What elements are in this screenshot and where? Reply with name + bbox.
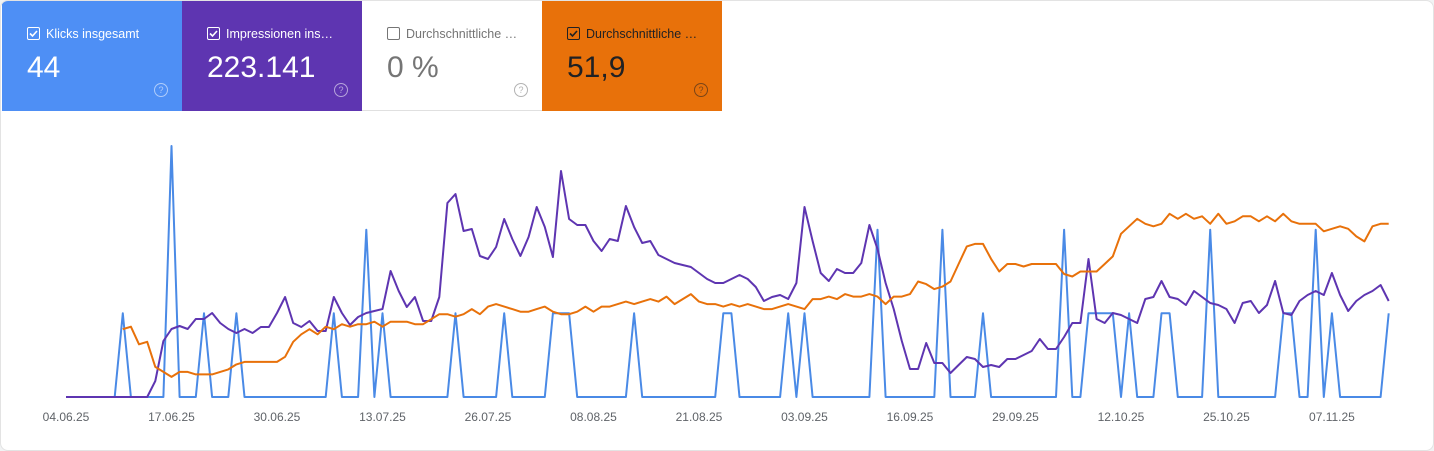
- x-tick-label: 21.08.25: [676, 410, 723, 424]
- check-mark: [29, 30, 38, 38]
- card-label: Klicks insgesamt: [46, 27, 140, 41]
- check-path: [209, 30, 218, 38]
- x-tick-label: 30.06.25: [254, 410, 301, 424]
- help-icon[interactable]: ?: [694, 83, 708, 97]
- series-line: [66, 170, 1390, 398]
- x-tick-label: 03.09.25: [781, 410, 828, 424]
- x-tick-label: 26.07.25: [465, 410, 512, 424]
- x-tick-label: 04.06.25: [43, 410, 90, 424]
- x-tick-label: 12.10.25: [1098, 410, 1145, 424]
- x-tick-label: 25.10.25: [1203, 410, 1250, 424]
- metric-card[interactable]: Durchschnittliche … 51,9?: [542, 1, 722, 111]
- card-label: Durchschnittliche …: [586, 27, 698, 41]
- checkbox[interactable]: [27, 27, 40, 40]
- help-icon[interactable]: ?: [154, 83, 168, 97]
- x-tick-label: 07.11.25: [1309, 410, 1355, 424]
- help-icon[interactable]: ?: [334, 83, 348, 97]
- x-tick-label: 13.07.25: [359, 410, 406, 424]
- check-path: [569, 30, 578, 38]
- x-tick-label: 08.08.25: [570, 410, 617, 424]
- x-tick-label: 29.09.25: [992, 410, 1039, 424]
- card-label: Durchschnittliche …: [406, 27, 518, 41]
- metric-card[interactable]: Impressionen ins… 223.141?: [182, 1, 362, 111]
- series-line: [66, 145, 1390, 398]
- checkbox[interactable]: [207, 27, 220, 40]
- checkbox[interactable]: [567, 27, 580, 40]
- check-mark: [209, 30, 218, 38]
- x-tick-label: 16.09.25: [887, 410, 934, 424]
- help-icon[interactable]: ?: [514, 83, 528, 97]
- card-value: 51,9: [567, 51, 626, 84]
- series-line: [122, 212, 1389, 378]
- checkbox[interactable]: [387, 27, 400, 40]
- card-value: 44: [27, 51, 61, 84]
- check-path: [29, 30, 38, 38]
- metric-card[interactable]: Klicks insgesamt 44?: [2, 1, 182, 111]
- card-value: 0 %: [387, 51, 439, 84]
- check-mark: [569, 30, 578, 38]
- metric-card[interactable]: Durchschnittliche … 0 %?: [362, 1, 542, 111]
- x-tick-label: 17.06.25: [148, 410, 195, 424]
- card-value: 223.141: [207, 51, 316, 84]
- card-label: Impressionen ins…: [226, 27, 333, 41]
